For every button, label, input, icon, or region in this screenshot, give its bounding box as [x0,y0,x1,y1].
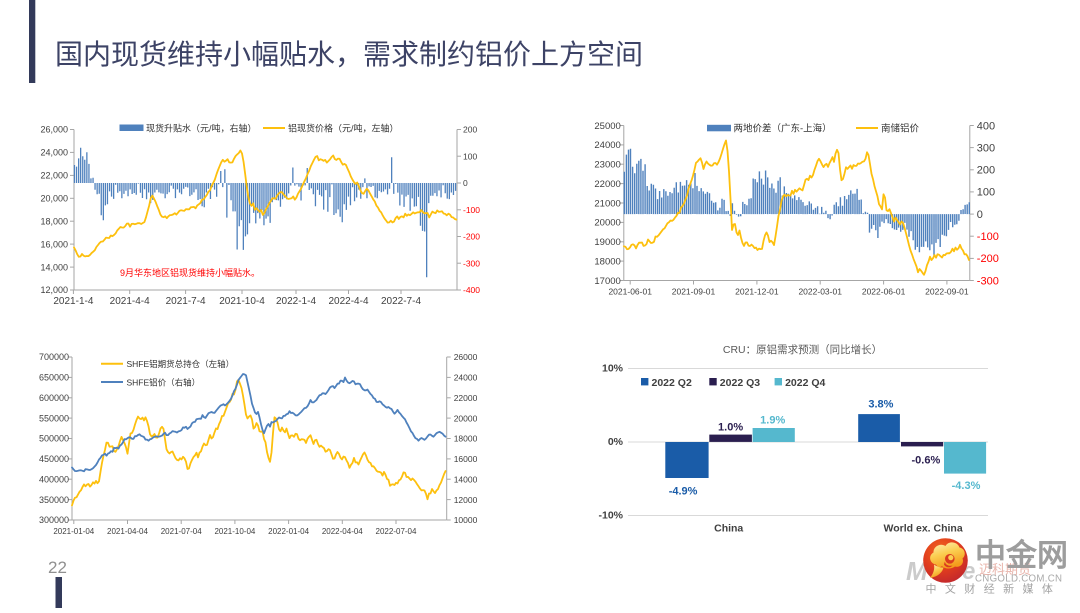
svg-text:24,000: 24,000 [40,148,68,158]
svg-text:9月华东地区铝现货维持小幅贴水。: 9月华东地区铝现货维持小幅贴水。 [120,267,260,278]
svg-text:2021-04-04: 2021-04-04 [107,527,148,536]
svg-text:-10%: -10% [598,510,623,522]
svg-text:400000: 400000 [39,474,69,484]
svg-text:22: 22 [48,558,67,577]
svg-text:20,000: 20,000 [40,194,68,204]
svg-text:25000: 25000 [594,121,620,132]
svg-text:2021-4-4: 2021-4-4 [110,296,150,307]
svg-text:350000: 350000 [39,495,69,505]
svg-text:-100: -100 [463,205,480,215]
svg-text:2022-7-4: 2022-7-4 [381,296,421,307]
svg-text:26,000: 26,000 [40,125,68,135]
svg-text:SHFE铝期货总持仓（左轴）: SHFE铝期货总持仓（左轴） [127,359,235,369]
svg-text:400: 400 [977,120,995,132]
svg-text:2022 Q3: 2022 Q3 [720,377,760,389]
svg-text:550000: 550000 [39,413,69,423]
svg-text:18,000: 18,000 [40,216,68,226]
svg-text:-4.3%: -4.3% [952,480,981,492]
svg-text:0%: 0% [608,436,624,448]
svg-text:2021-7-4: 2021-7-4 [166,296,206,307]
svg-text:17000: 17000 [594,276,620,287]
svg-text:2021-07-04: 2021-07-04 [161,527,202,536]
svg-text:2022-1-4: 2022-1-4 [276,296,316,307]
svg-text:500000: 500000 [39,434,69,444]
svg-text:2022-01-04: 2022-01-04 [268,527,309,536]
svg-text:中文财经新媒体: 中文财经新媒体 [926,582,1062,596]
svg-text:CNGOLD.COM.CN: CNGOLD.COM.CN [975,574,1062,585]
svg-text:3.8%: 3.8% [868,399,893,411]
svg-text:2022-4-4: 2022-4-4 [328,296,368,307]
svg-text:-300: -300 [977,275,999,287]
svg-text:24000: 24000 [594,140,620,151]
svg-text:-400: -400 [463,285,480,295]
svg-text:2021-12-01: 2021-12-01 [735,287,779,297]
svg-text:300000: 300000 [39,515,69,525]
svg-text:-300: -300 [463,258,480,268]
svg-text:300: 300 [977,142,995,154]
svg-text:2022-06-01: 2022-06-01 [862,287,906,297]
svg-text:CRU：原铝需求预测（同比增长）: CRU：原铝需求预测（同比增长） [723,343,882,356]
svg-text:2022-04-04: 2022-04-04 [322,527,363,536]
svg-text:18000: 18000 [454,434,478,444]
svg-text:2021-10-04: 2021-10-04 [214,527,255,536]
svg-text:200: 200 [463,125,477,135]
svg-text:-100: -100 [977,231,999,243]
svg-text:-0.6%: -0.6% [912,455,941,467]
svg-text:10%: 10% [602,363,624,375]
svg-text:700000: 700000 [39,352,69,362]
svg-text:迈科期货: 迈科期货 [979,562,1031,577]
svg-text:中金网: 中金网 [975,538,1068,573]
svg-text:24000: 24000 [454,373,478,383]
svg-text:650000: 650000 [39,373,69,383]
svg-text:2021-1-4: 2021-1-4 [53,296,93,307]
svg-text:2021-06-01: 2021-06-01 [608,287,652,297]
svg-text:1.9%: 1.9% [760,415,785,427]
svg-text:22000: 22000 [454,393,478,403]
svg-text:20000: 20000 [594,218,620,229]
svg-text:2022 Q4: 2022 Q4 [785,377,825,389]
svg-text:SHFE铝价（右轴）: SHFE铝价（右轴） [127,377,201,387]
svg-text:-4.9%: -4.9% [669,486,698,498]
svg-text:现货升贴水（元/吨，右轴）: 现货升贴水（元/吨，右轴） [146,123,257,134]
svg-text:100: 100 [977,187,995,199]
svg-text:南储铝价: 南储铝价 [881,123,920,135]
svg-text:M: M [906,556,929,586]
svg-text:2021-09-01: 2021-09-01 [672,287,716,297]
svg-text:18000: 18000 [594,256,620,267]
svg-text:2022 Q2: 2022 Q2 [652,377,692,389]
svg-text:0: 0 [977,209,983,221]
svg-text:22,000: 22,000 [40,171,68,181]
svg-text:国内现货维持小幅贴水，需求制约铝价上方空间: 国内现货维持小幅贴水，需求制约铝价上方空间 [55,39,643,70]
svg-text:10000: 10000 [454,515,478,525]
svg-text:2021-10-4: 2021-10-4 [219,296,265,307]
svg-text:23000: 23000 [594,160,620,171]
svg-text:16000: 16000 [454,454,478,464]
svg-text:12000: 12000 [454,495,478,505]
svg-text:21000: 21000 [594,198,620,209]
svg-text:14,000: 14,000 [40,262,68,272]
svg-text:20000: 20000 [454,413,478,423]
svg-text:铝现货价格（元/吨，左轴）: 铝现货价格（元/吨，左轴） [288,123,399,134]
svg-text:14000: 14000 [454,474,478,484]
svg-text:450000: 450000 [39,454,69,464]
svg-text:26000: 26000 [454,352,478,362]
svg-text:World ex. China: World ex. China [884,523,963,535]
svg-text:1.0%: 1.0% [718,422,743,434]
svg-text:-200: -200 [463,232,480,242]
svg-text:22000: 22000 [594,179,620,190]
svg-text:2021-01-04: 2021-01-04 [53,527,94,536]
svg-text:China: China [714,523,743,535]
svg-text:12,000: 12,000 [40,285,68,295]
svg-text:19000: 19000 [594,237,620,248]
svg-text:16,000: 16,000 [40,239,68,249]
svg-text:0: 0 [463,178,468,188]
svg-text:100: 100 [463,151,477,161]
svg-text:2022-07-04: 2022-07-04 [376,527,417,536]
svg-text:200: 200 [977,165,995,177]
svg-text:2022-03-01: 2022-03-01 [798,287,842,297]
svg-text:2022-09-01: 2022-09-01 [925,287,969,297]
svg-text:600000: 600000 [39,393,69,403]
svg-text:两地价差（广东-上海）: 两地价差（广东-上海） [734,123,832,135]
svg-text:-200: -200 [977,253,999,265]
